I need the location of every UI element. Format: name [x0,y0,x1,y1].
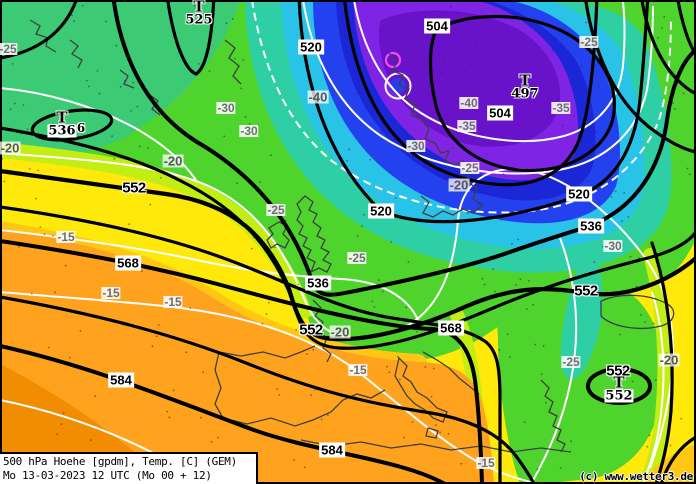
isohypse-520 [297,0,650,224]
coast-iberia [214,345,386,427]
copyright-text: (c) www.wetter3.de [579,470,693,483]
shade-amber-corner-southeast [640,444,696,484]
coast-north-africa [300,439,572,453]
isotherm-line [251,0,672,214]
isotherm-line [353,0,626,143]
coast-britain [296,195,332,274]
caption-line-1: 500 hPa Hoehe [gpdm], Temp. [C] (GEM) [3,455,237,468]
shade-orange-southwest [0,228,494,484]
coast-black-sea [600,294,675,329]
isohypse-line [0,0,78,60]
isohypse-544 [0,126,696,350]
isohypse-552 [0,168,696,342]
caption-line-2: Mo 13-03-2023 12 UTC (Mo 00 + 12) [3,469,212,482]
shade-darkpurple-core [378,10,561,147]
coast-ireland [266,221,290,249]
shade-teal-tongue-aegean [560,258,603,380]
isohypse-536 [111,0,696,297]
shade-blue-spot [390,78,406,94]
isotherm-ring-magenta [384,51,402,69]
isotherm-line [302,0,654,175]
coast-arctic-islands [29,19,242,116]
isotherm-line [642,291,665,484]
isohypse-southeast [650,241,674,484]
isohypse-528-hairpin [166,0,216,76]
isohypse-512 [342,0,599,187]
coast-greece [540,379,566,453]
isohypse-584 [0,344,447,484]
isohypse-closed-552-southeast [586,367,652,405]
map-caption: 500 hPa Hoehe [gpdm], Temp. [C] (GEM) Mo… [0,452,258,484]
shade-emerald-northwest [0,0,240,162]
isohypse-fan [640,0,696,96]
isohypse-576 [0,295,536,484]
coast-adriatic [422,351,480,395]
isohypse-closed-504 [428,14,617,173]
shade-green-balkans [490,274,664,484]
isotherm-line [530,237,578,484]
isohypse-560 [0,205,502,484]
isohypse-closed-536-northwest [30,108,114,142]
isohypse-fan [584,0,696,154]
coast-baltic [420,195,484,218]
isohypse-southeast [659,435,696,484]
